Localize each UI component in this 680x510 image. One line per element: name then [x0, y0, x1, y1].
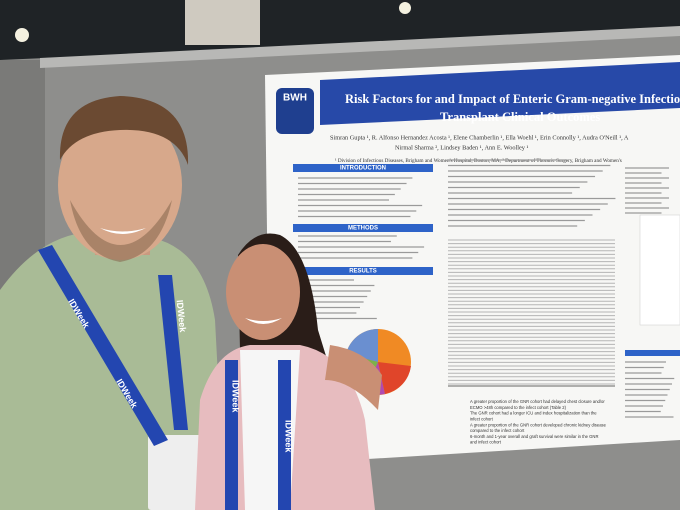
lanyard-text: IDWeek	[175, 299, 188, 333]
beard	[70, 200, 172, 262]
bullet-text: infect cohort	[470, 417, 494, 422]
ceiling-light	[15, 28, 29, 42]
lanyard-text: IDWeek	[284, 420, 294, 453]
smile	[100, 228, 146, 234]
hair	[59, 96, 189, 165]
logo-shield	[276, 88, 314, 134]
bullet-text: 6-month and 1-year overall and graft sur…	[470, 434, 598, 439]
section-title: INTRODUCTION	[340, 166, 386, 172]
section-bar	[293, 224, 433, 232]
lanyard-strap	[38, 245, 168, 446]
survival-plot	[639, 214, 680, 326]
ceiling-light	[399, 2, 411, 14]
bullet-text: and infect cohort	[470, 440, 502, 445]
bullet-text: ECMO >48h compared to the infect cohort …	[470, 405, 567, 410]
pillar	[185, 0, 260, 45]
bullet-text: The GNR cohort had a longer ICU and inde…	[470, 411, 597, 416]
face	[58, 110, 182, 260]
section-bar	[293, 267, 433, 275]
bullet-list: A greater proportion of the GNR cohort h…	[470, 399, 607, 445]
lanyard-strap	[225, 360, 238, 510]
bullet-text: compared to the infect cohort	[470, 428, 525, 433]
section-title: RESULTS	[349, 269, 377, 275]
badge	[148, 435, 203, 510]
lanyard-text: IDWeek	[231, 380, 241, 413]
lanyard: IDWeek IDWeek IDWeek IDWeek IDWeek	[38, 245, 294, 510]
authors: Nirmal Sharma ², Lindsey Baden ¹, Ann E.…	[395, 144, 529, 151]
affiliation: ¹ Division of Infectious Diseases, Brigh…	[335, 157, 622, 164]
section-bar	[293, 164, 433, 172]
pie-slice	[378, 362, 411, 394]
title: Transplant Clinical Outcomes	[440, 110, 600, 124]
panel-frame	[40, 26, 680, 68]
bullet-text: A greater proportion of the GNR cohort h…	[470, 399, 605, 404]
logo: BWH	[283, 93, 307, 104]
lanyard-strap	[158, 275, 188, 430]
title: Risk Factors for and Impact of Enteric G…	[345, 92, 680, 106]
body-text-lines	[298, 159, 675, 418]
smile	[245, 318, 282, 324]
title-bar	[320, 62, 680, 125]
authors: Simran Gupta ¹, R. Alfonso Hernandez Aco…	[330, 134, 629, 141]
section-title: METHODS	[348, 226, 378, 232]
section-bar	[625, 350, 680, 356]
arm	[325, 345, 382, 410]
lanyard-strap	[278, 360, 291, 510]
bullet-text: A greater proportion of the GNR cohort d…	[470, 422, 607, 427]
face	[226, 244, 300, 340]
